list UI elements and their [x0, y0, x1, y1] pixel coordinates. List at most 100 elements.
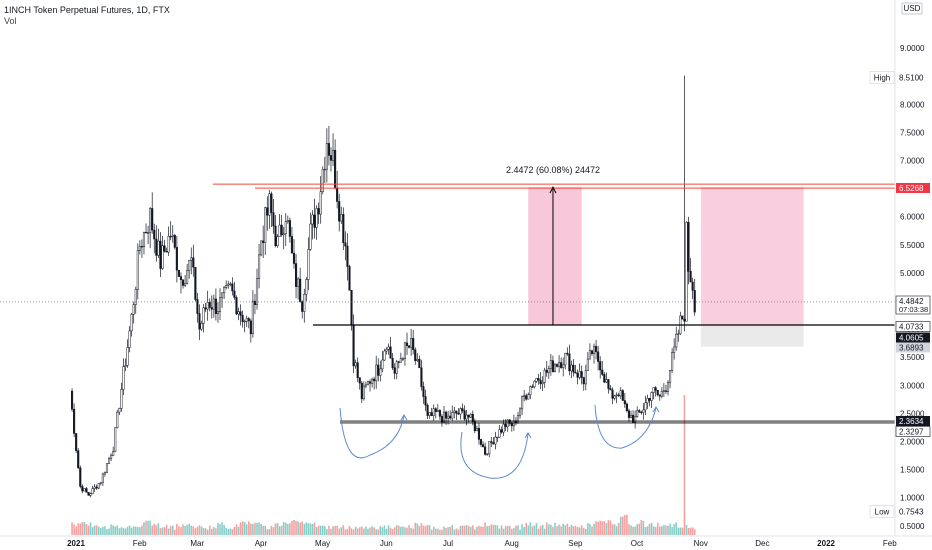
candle-body — [660, 390, 663, 397]
volume-bar — [408, 525, 410, 535]
candle-body — [469, 413, 472, 418]
candle-body — [436, 410, 439, 412]
volume-bar — [95, 525, 98, 535]
candle-body — [251, 300, 254, 335]
candle-body — [218, 297, 222, 312]
volume-bar — [100, 527, 102, 535]
candle-body — [313, 214, 316, 228]
candle-body — [584, 370, 587, 385]
volume-bar — [654, 526, 657, 535]
volume-bar — [375, 529, 377, 535]
volume-bar — [297, 521, 299, 535]
volume-bar — [132, 526, 135, 535]
candle-body — [120, 389, 123, 409]
volume-bar — [488, 525, 491, 535]
pattern-arrow-2 — [652, 406, 660, 413]
candle-body — [144, 231, 148, 234]
candle-body — [693, 290, 696, 313]
volume-bar — [389, 527, 392, 535]
volume-bar — [490, 524, 493, 535]
volume-bar — [352, 529, 355, 535]
volume-bar — [580, 525, 583, 535]
candle-body — [124, 365, 127, 367]
candle-body — [276, 236, 279, 246]
volume-bar — [539, 525, 542, 535]
volume-bar — [134, 526, 137, 535]
candle-body — [603, 374, 606, 383]
volume-bar — [595, 521, 597, 535]
candle-body — [619, 390, 622, 397]
volume-bar — [221, 522, 223, 535]
candle-body — [75, 433, 78, 451]
volume-bar — [609, 520, 612, 535]
candle-body — [210, 307, 213, 310]
candle-body — [595, 346, 598, 353]
price-label-bg-4 — [896, 332, 930, 343]
measure-label: 2.4472 (60.08%) 24472 — [506, 165, 600, 175]
volume-bar — [463, 525, 466, 535]
candle-body — [438, 410, 441, 417]
candle-body — [395, 361, 398, 374]
volume-bar — [149, 520, 151, 535]
candle-body — [609, 388, 612, 391]
volume-bar — [328, 525, 330, 535]
candle-body — [202, 307, 205, 324]
candle-body — [348, 266, 351, 291]
candle-body — [613, 395, 616, 399]
volume-bar — [391, 529, 394, 535]
volume-bar — [607, 520, 610, 535]
candle-body — [449, 415, 452, 419]
volume-bar — [601, 521, 604, 535]
candle-body — [184, 283, 187, 286]
candle-body — [477, 428, 480, 440]
candle-body — [644, 402, 647, 411]
volume-bar — [430, 529, 433, 535]
volume-bar — [531, 526, 534, 535]
volume-bar — [289, 523, 291, 535]
tag-bg-8 — [869, 505, 895, 518]
volume-bar — [198, 525, 201, 535]
candle-body — [247, 318, 250, 322]
measure-box — [528, 187, 582, 325]
candle-body — [537, 378, 540, 381]
candle-body — [580, 371, 583, 378]
candle-body — [243, 320, 246, 323]
volume-bar — [400, 526, 402, 535]
volume-bar — [597, 521, 599, 535]
x-tick-label: 2021 — [67, 539, 85, 548]
y-tick-label: 6.0000 — [900, 213, 925, 222]
candle-body — [432, 408, 435, 416]
candle-body — [288, 220, 291, 237]
volume-bar — [373, 527, 375, 535]
volume-bar — [342, 525, 345, 535]
volume-bar — [87, 525, 90, 535]
candle-body — [564, 352, 567, 366]
candle-body — [410, 338, 413, 348]
volume-bar — [638, 523, 641, 535]
volume-bar — [326, 529, 328, 535]
candle-body — [101, 473, 104, 483]
candle-body — [570, 364, 573, 372]
volume-bar — [603, 521, 606, 535]
candle-body — [134, 289, 137, 305]
price-axis[interactable]: USD9.00008.50008.00007.50007.00006.50006… — [869, 0, 932, 550]
volume-bar — [537, 528, 540, 535]
candle-body — [173, 235, 176, 248]
candle-body — [280, 224, 283, 236]
volume-bar — [632, 526, 634, 535]
y-tick-label: 3.0000 — [900, 381, 925, 390]
candle-body — [599, 361, 602, 371]
volume-bar — [500, 525, 503, 535]
time-axis[interactable]: 2021 Feb Mar Apr May Jun Jul Aug Sep Oct Nov Dec 202… — [0, 535, 932, 548]
volume-bar — [587, 523, 589, 535]
volume-bar — [613, 524, 616, 535]
candle-body — [163, 245, 166, 252]
candle-body — [461, 408, 464, 411]
volume-bar — [402, 526, 404, 535]
volume-bar — [227, 528, 230, 535]
candle-body — [533, 380, 536, 388]
candle-body — [434, 408, 437, 412]
y-tick-label: 5.0000 — [900, 269, 925, 278]
candle-body — [535, 378, 538, 382]
